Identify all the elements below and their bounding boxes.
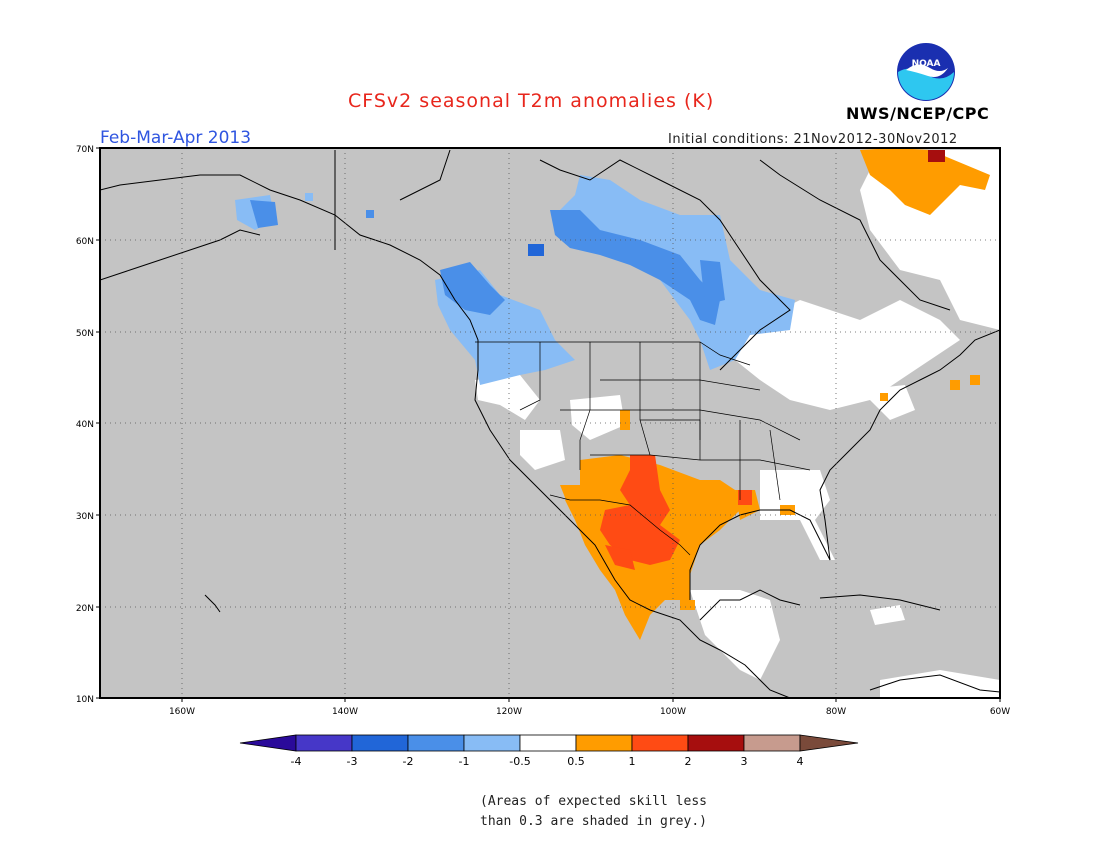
colorbar-label: -2	[403, 755, 414, 768]
colorbar-segment-below	[239, 734, 297, 752]
lat-label-50n: 50N	[76, 329, 94, 339]
colorbar-segment-6	[575, 734, 633, 752]
lat-label-40n: 40N	[76, 420, 94, 430]
lat-label-20n: 20N	[76, 604, 94, 614]
lon-label-160w: 160W	[169, 707, 195, 717]
lon-label-60w: 60W	[990, 707, 1010, 717]
colorbar-label: 0.5	[567, 755, 585, 768]
lat-label-70n: 70N	[76, 145, 94, 155]
lat-label-10n: 10N	[76, 695, 94, 705]
chart-title: CFSv2 seasonal T2m anomalies (K)	[348, 90, 715, 112]
colorbar-segment-2	[351, 734, 409, 752]
colorbar-segment-1	[295, 734, 353, 752]
colorbar-segment-5	[519, 734, 577, 752]
initial-conditions-label: Initial conditions: 21Nov2012-30Nov2012	[668, 132, 958, 147]
season-label: Feb-Mar-Apr 2013	[100, 128, 252, 148]
lat-lon-grid	[100, 148, 1000, 698]
skill-note-line-1: (Areas of expected skill less	[480, 794, 707, 809]
cool-anomaly-dark	[528, 244, 544, 256]
warm-anomaly-red	[600, 455, 752, 570]
colorbar-label: -0.5	[509, 755, 530, 768]
colorbar-label: -3	[347, 755, 358, 768]
colorbar-segment-7	[631, 734, 689, 752]
lat-label-60n: 60N	[76, 237, 94, 247]
near-normal-regions	[475, 150, 1000, 698]
agency-label: NWS/NCEP/CPC	[846, 104, 990, 123]
colorbar-segment-3	[407, 734, 465, 752]
skill-note: (Areas of expected skill less than 0.3 a…	[480, 792, 707, 832]
warm-anomaly-dark-red	[928, 150, 945, 162]
lat-label-30n: 30N	[76, 512, 94, 522]
colorbar-label: -4	[291, 755, 302, 768]
colorbar-segment-4	[463, 734, 521, 752]
lon-label-140w: 140W	[332, 707, 358, 717]
colorbar-label: -1	[459, 755, 470, 768]
lon-label-100w: 100W	[660, 707, 686, 717]
colorbar-label: 4	[797, 755, 804, 768]
political-borders	[475, 341, 811, 556]
colorbar-segment-9	[743, 734, 801, 752]
lon-label-120w: 120W	[496, 707, 522, 717]
colorbar-segment-above	[799, 734, 859, 752]
coastlines	[100, 149, 1000, 698]
noaa-logo-icon: NOAA	[897, 43, 955, 101]
skill-note-line-2: than 0.3 are shaded in grey.)	[480, 814, 707, 829]
colorbar-segment-8	[687, 734, 745, 752]
logo-text: NOAA	[912, 59, 941, 69]
colorbar-label: 2	[685, 755, 692, 768]
colorbar	[239, 734, 859, 752]
colorbar-label: 3	[741, 755, 748, 768]
lon-label-80w: 80W	[826, 707, 846, 717]
colorbar-label: 1	[629, 755, 636, 768]
